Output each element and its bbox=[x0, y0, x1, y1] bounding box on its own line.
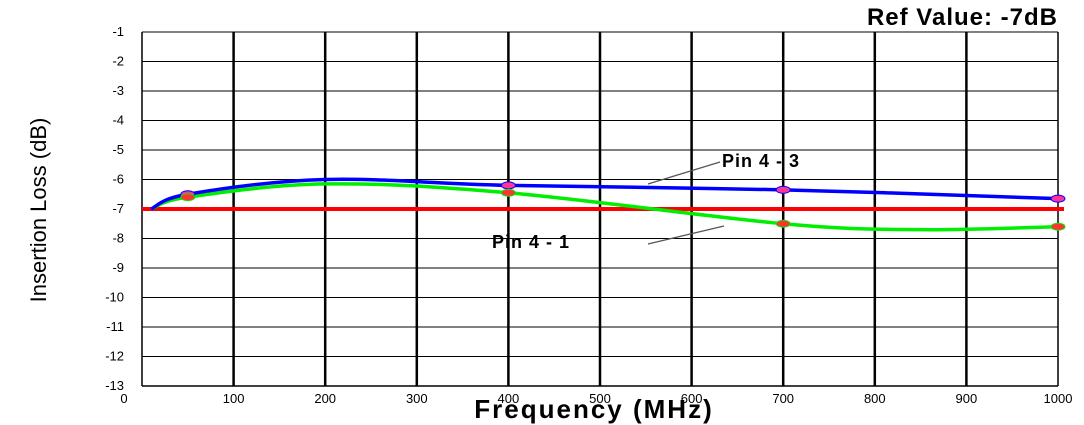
chart-title: Ref Value: -7dB bbox=[867, 4, 1058, 31]
data-point-marker bbox=[1050, 222, 1066, 231]
x-tick-label: 800 bbox=[864, 391, 886, 406]
x-tick-label: 0 bbox=[120, 391, 127, 406]
x-tick-label: 1000 bbox=[1044, 391, 1073, 406]
y-tick-label: -9 bbox=[112, 260, 124, 275]
x-tick-label: 300 bbox=[406, 391, 428, 406]
y-tick-label: -4 bbox=[112, 113, 124, 128]
y-tick-label: -7 bbox=[112, 201, 124, 216]
series-line-1 bbox=[150, 182, 1059, 232]
x-tick-label: 400 bbox=[498, 391, 520, 406]
data-point-marker bbox=[775, 185, 791, 194]
series-annotations: Pin 4 - 3 Pin 4 - 1 bbox=[492, 151, 800, 252]
data-point-marker bbox=[180, 193, 196, 202]
y-tick-label: -10 bbox=[105, 290, 124, 305]
tick-labels: -1 -2 -3 -4 -5 -6 -7 -8 -9 -10 -11 -12 -130 100 200 300… bbox=[105, 24, 1072, 406]
series-annotation-label: Pin 4 - 1 bbox=[492, 232, 570, 252]
annotation-leader bbox=[647, 161, 721, 185]
x-tick-label: 500 bbox=[589, 391, 611, 406]
y-axis-title: Insertion Loss (dB) bbox=[26, 118, 51, 303]
y-tick-label: -3 bbox=[112, 83, 124, 98]
x-tick-label: 700 bbox=[772, 391, 794, 406]
x-tick-label: 900 bbox=[956, 391, 978, 406]
x-tick-label: 100 bbox=[223, 391, 245, 406]
y-tick-label: -12 bbox=[105, 349, 124, 364]
y-tick-label: -1 bbox=[112, 24, 124, 39]
data-point-marker bbox=[775, 219, 791, 228]
y-tick-label: -5 bbox=[112, 142, 124, 157]
data-point-marker bbox=[1050, 194, 1066, 203]
annotation-leader bbox=[647, 225, 725, 245]
y-tick-label: -11 bbox=[106, 319, 124, 334]
y-tick-label: -2 bbox=[112, 54, 124, 69]
y-tick-label: -8 bbox=[112, 231, 124, 246]
data-point-marker bbox=[500, 181, 516, 190]
y-tick-label: -13 bbox=[105, 378, 124, 393]
x-tick-label: 200 bbox=[314, 391, 336, 406]
data-point-marker bbox=[500, 188, 516, 197]
x-axis-title: Frequency (MHz) bbox=[474, 394, 713, 424]
series-lines bbox=[142, 177, 1064, 232]
x-tick-label: 600 bbox=[681, 391, 703, 406]
y-tick-label: -6 bbox=[112, 172, 124, 187]
series-markers bbox=[180, 181, 1066, 231]
series-annotation-label: Pin 4 - 3 bbox=[722, 151, 800, 171]
